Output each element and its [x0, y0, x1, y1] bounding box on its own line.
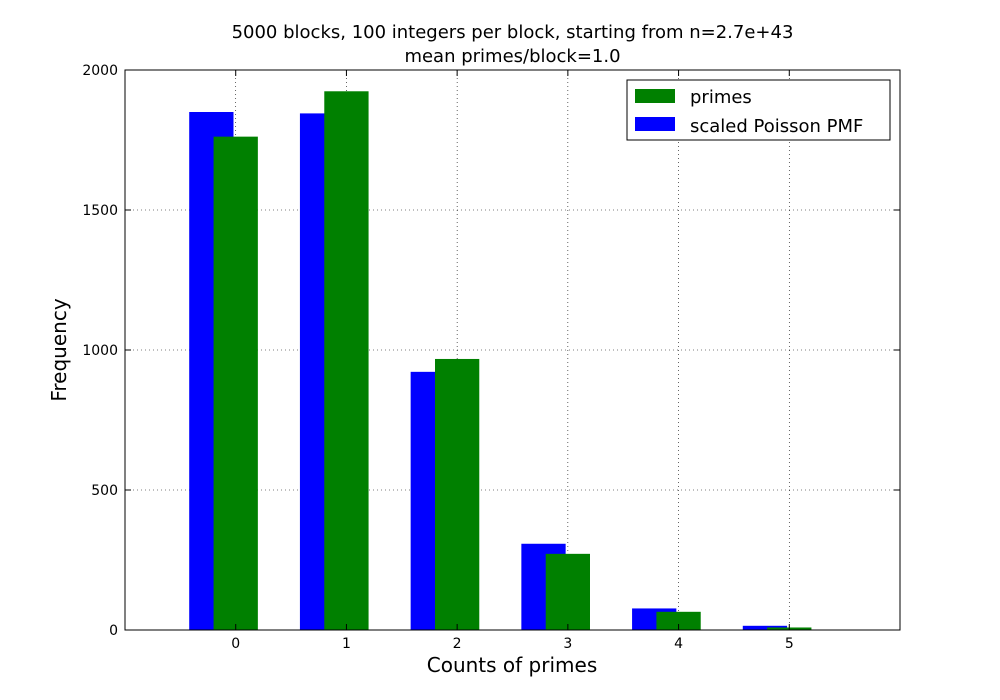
x-tick-label: 2 [453, 636, 462, 652]
x-tick-label: 5 [785, 636, 794, 652]
x-axis-label: Counts of primes [427, 653, 598, 677]
bar-primes [656, 611, 701, 630]
y-tick-label: 0 [109, 623, 118, 639]
bars-layer [189, 91, 812, 630]
chart-subtitle: mean primes/block=1.0 [404, 46, 621, 67]
legend-swatch-poisson [635, 117, 675, 131]
chart-title: 5000 blocks, 100 integers per block, sta… [231, 22, 794, 43]
y-tick-label: 500 [91, 483, 118, 499]
legend-label-primes: primes [690, 87, 752, 108]
x-tick-label: 1 [342, 636, 351, 652]
legend-label-poisson: scaled Poisson PMF [690, 116, 863, 137]
bar-primes [545, 553, 590, 630]
bar-primes [435, 358, 480, 630]
ticks-layer: 0 1 2 3 4 5 0 500 1000 1500 2000 [82, 63, 900, 652]
bar-primes [324, 91, 369, 630]
y-tick-label: 1000 [82, 343, 118, 359]
legend-swatch-primes [635, 89, 675, 103]
bar-primes [213, 136, 258, 630]
y-axis-label: Frequency [47, 298, 71, 401]
x-tick-label: 0 [231, 636, 240, 652]
y-tick-label: 1500 [82, 203, 118, 219]
bar-poisson [742, 625, 788, 630]
legend: primes scaled Poisson PMF [626, 79, 891, 141]
y-tick-label: 2000 [82, 63, 118, 79]
x-tick-label: 4 [674, 636, 683, 652]
x-tick-label: 3 [563, 636, 572, 652]
